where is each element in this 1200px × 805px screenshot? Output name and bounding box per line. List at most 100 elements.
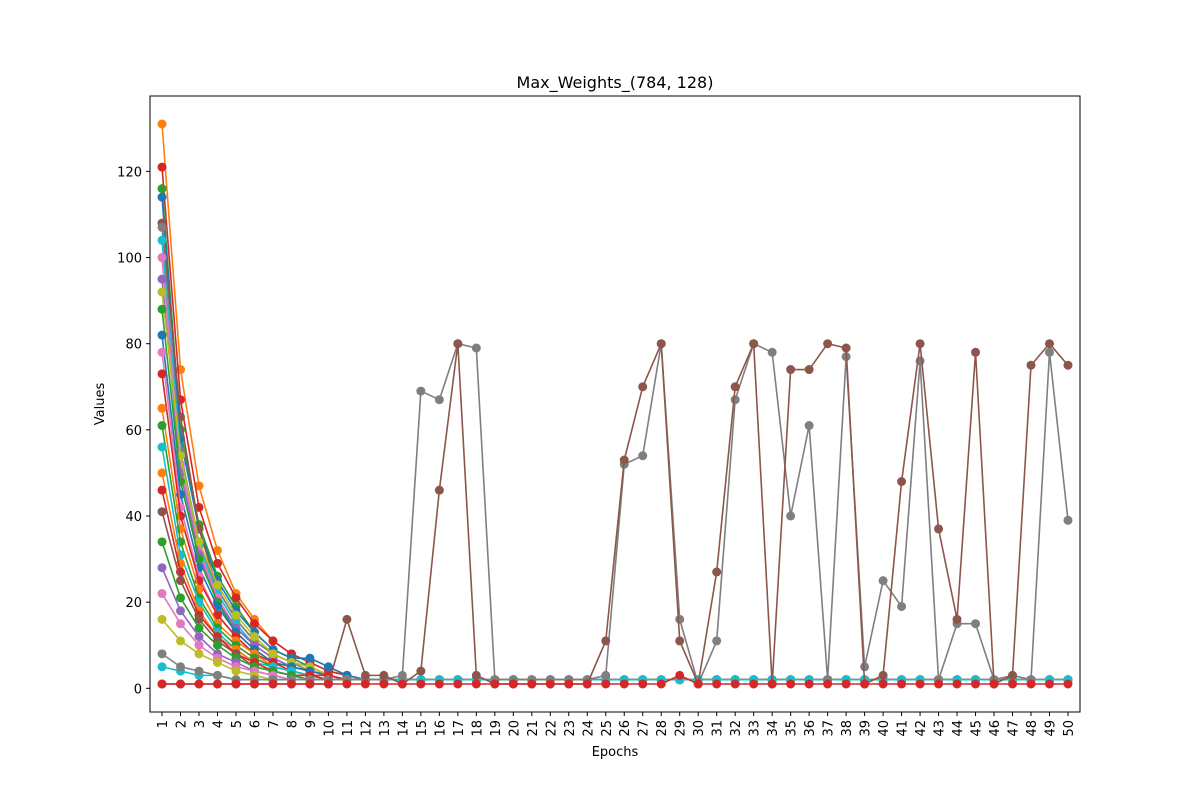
- x-tick-label: 33: [748, 720, 763, 737]
- data-point: [157, 192, 167, 202]
- data-point: [897, 601, 907, 611]
- x-tick-label: 5: [230, 720, 245, 728]
- data-point: [934, 679, 944, 689]
- data-point: [897, 679, 907, 689]
- data-point: [249, 632, 259, 642]
- data-point: [693, 679, 703, 689]
- data-point: [212, 657, 222, 667]
- y-tick-label: 80: [125, 338, 142, 353]
- data-point: [416, 679, 426, 689]
- data-point: [675, 670, 685, 680]
- data-point: [194, 481, 204, 491]
- x-tick-label: 34: [766, 720, 781, 737]
- data-point: [823, 339, 833, 349]
- data-point: [305, 679, 315, 689]
- data-point: [1063, 515, 1073, 525]
- data-point: [638, 679, 648, 689]
- data-point: [878, 670, 888, 680]
- data-point: [1008, 670, 1018, 680]
- x-tick-label: 29: [674, 720, 689, 737]
- x-tick-label: 7: [267, 720, 282, 728]
- data-point: [176, 662, 186, 672]
- data-point: [971, 347, 981, 357]
- y-tick-label: 100: [117, 252, 142, 267]
- data-point: [508, 679, 518, 689]
- x-tick-label: 22: [544, 720, 559, 737]
- data-point: [379, 670, 389, 680]
- data-point: [527, 679, 537, 689]
- data-point: [157, 119, 167, 129]
- data-point: [971, 679, 981, 689]
- x-tick-label: 49: [1043, 720, 1058, 737]
- x-tick-label: 26: [618, 720, 633, 737]
- data-point: [194, 632, 204, 642]
- data-point: [749, 679, 759, 689]
- x-tick-label: 19: [489, 720, 504, 737]
- x-tick-label: 9: [304, 720, 319, 728]
- data-point: [157, 442, 167, 452]
- data-point: [934, 524, 944, 534]
- data-point: [157, 507, 167, 517]
- data-point: [471, 343, 481, 353]
- data-point: [675, 636, 685, 646]
- data-point: [194, 537, 204, 547]
- x-tick-label: 36: [803, 720, 818, 737]
- data-point: [656, 339, 666, 349]
- data-point: [194, 640, 204, 650]
- data-point: [323, 679, 333, 689]
- data-point: [268, 649, 278, 659]
- x-tick-label: 40: [877, 720, 892, 737]
- data-point: [453, 679, 463, 689]
- y-tick-label: 120: [117, 165, 142, 180]
- x-tick-label: 2: [175, 720, 190, 728]
- x-tick-label: 3: [193, 720, 208, 728]
- data-point: [601, 636, 611, 646]
- x-tick-label: 20: [507, 720, 522, 737]
- x-tick-label: 35: [785, 720, 800, 737]
- data-point: [157, 662, 167, 672]
- data-point: [286, 679, 296, 689]
- data-point: [157, 485, 167, 495]
- data-point: [786, 511, 796, 521]
- x-tick-label: 47: [1007, 720, 1022, 737]
- data-point: [397, 670, 407, 680]
- data-point: [268, 679, 278, 689]
- x-tick-label: 42: [914, 720, 929, 737]
- data-point: [157, 253, 167, 263]
- series-28: [157, 670, 1073, 689]
- data-point: [1026, 360, 1036, 370]
- data-point: [157, 184, 167, 194]
- x-tick-label: 46: [988, 720, 1003, 737]
- x-tick-label: 39: [859, 720, 874, 737]
- x-tick-label: 38: [840, 720, 855, 737]
- data-point: [952, 614, 962, 624]
- data-point: [194, 666, 204, 676]
- data-point: [212, 640, 222, 650]
- data-point: [434, 485, 444, 495]
- data-point: [453, 339, 463, 349]
- x-tick-label: 37: [822, 720, 837, 737]
- x-tick-label: 17: [452, 720, 467, 737]
- data-point: [176, 593, 186, 603]
- x-tick-label: 13: [378, 720, 393, 737]
- x-tick-label: 28: [655, 720, 670, 737]
- x-tick-label: 12: [359, 720, 374, 737]
- data-point: [1044, 339, 1054, 349]
- x-tick-label: 18: [470, 720, 485, 737]
- x-tick-label: 43: [933, 720, 948, 737]
- data-point: [786, 679, 796, 689]
- data-point: [434, 679, 444, 689]
- data-point: [157, 222, 167, 232]
- y-tick-label: 60: [125, 424, 142, 439]
- x-tick-label: 10: [322, 720, 337, 737]
- data-point: [194, 614, 204, 624]
- data-point: [878, 679, 888, 689]
- data-point: [638, 451, 648, 461]
- x-tick-label: 15: [415, 720, 430, 737]
- data-point: [767, 679, 777, 689]
- data-point: [194, 679, 204, 689]
- data-point: [434, 395, 444, 405]
- data-point: [416, 386, 426, 396]
- data-point: [157, 162, 167, 172]
